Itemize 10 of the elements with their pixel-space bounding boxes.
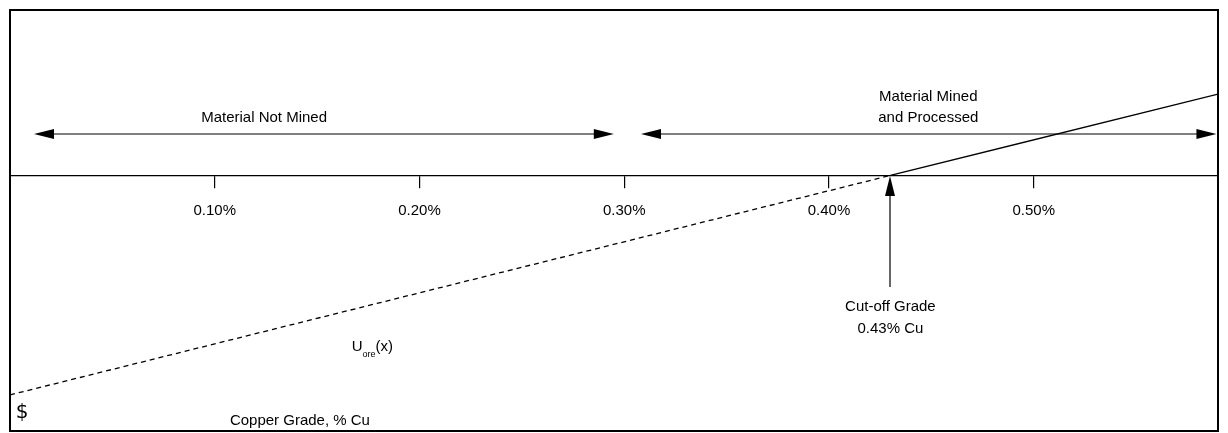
text: $ (15, 399, 29, 423)
x-tick-label: 0.50% (1012, 200, 1055, 218)
annotation: Material Not Mined (201, 108, 328, 126)
x-axis-title: Copper Grade, % Cu (229, 410, 370, 428)
x-tick-label: 0.20% (398, 200, 441, 218)
x-tick-label: 0.10% (193, 200, 237, 218)
annotation: Material Mined and Processed (878, 87, 979, 126)
x-tick-label: 0.30% (602, 200, 646, 218)
x-tick-label: 0.40% (807, 200, 851, 218)
annotation: Cut-off Grade 0.43% Cu (845, 297, 936, 337)
